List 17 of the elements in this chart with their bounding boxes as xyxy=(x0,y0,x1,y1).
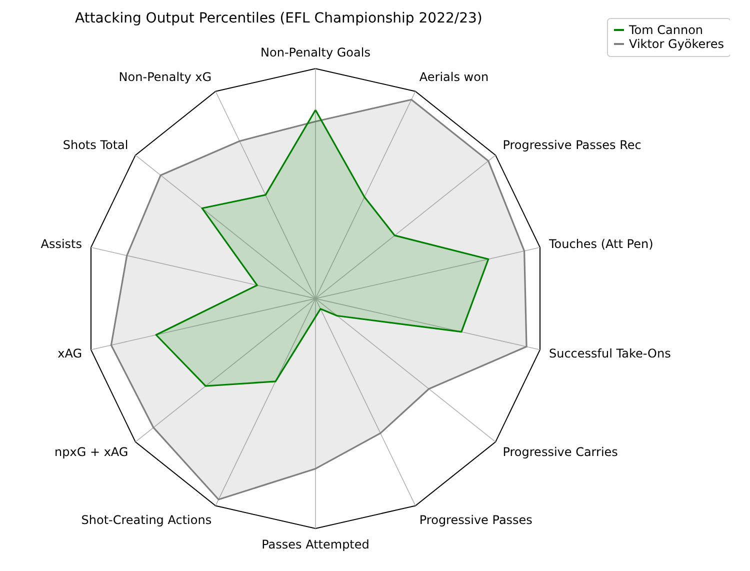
spoke-label: Successful Take-Ons xyxy=(548,346,671,360)
spoke-label: Aerials won xyxy=(419,70,489,84)
legend-label: Viktor Gyökeres xyxy=(629,37,724,51)
spoke-label: Progressive Passes xyxy=(419,513,532,528)
spoke-label: Touches (Att Pen) xyxy=(548,236,654,251)
spoke-label: Progressive Carries xyxy=(502,444,618,459)
chart-title: Attacking Output Percentiles (EFL Championship 2022/23) xyxy=(75,10,482,26)
spoke-label: Non-Penalty Goals xyxy=(260,45,370,60)
spoke-label: Shots Total xyxy=(62,138,128,152)
spoke-label: Passes Attempted xyxy=(262,538,370,552)
spoke-label: xAG xyxy=(58,346,82,360)
spoke-label: Assists xyxy=(40,236,82,251)
spoke-label: Shot-Creating Actions xyxy=(81,513,212,528)
spoke-label: npxG + xAG xyxy=(54,444,128,459)
legend-label: Tom Cannon xyxy=(628,23,704,37)
spoke-label: Non-Penalty xG xyxy=(118,70,212,84)
spoke-label: Progressive Passes Rec xyxy=(502,138,642,152)
